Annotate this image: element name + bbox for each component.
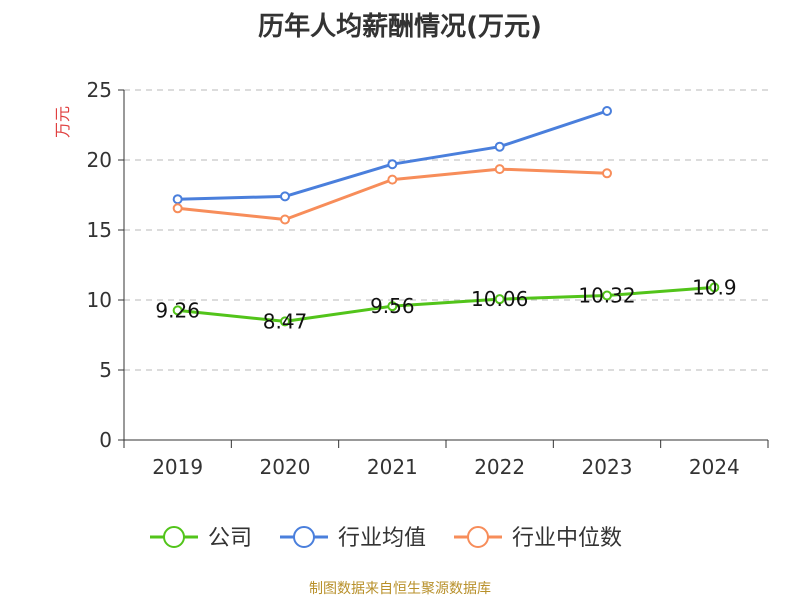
data-point: [172, 305, 183, 316]
legend: 公司 行业均值 行业中位数: [150, 526, 622, 551]
series-lines: [172, 106, 720, 327]
data-point: [494, 164, 505, 175]
data-point: [709, 282, 720, 293]
data-label: 10.06: [471, 287, 528, 311]
y-tick-label: 10: [87, 288, 112, 312]
legend-label: 公司: [208, 526, 252, 551]
legend-marker-icon: [467, 526, 489, 548]
data-point: [602, 106, 612, 116]
x-tick-label: 2022: [474, 455, 525, 479]
data-point: [494, 141, 505, 152]
data-point: [602, 290, 612, 301]
data-point: [602, 168, 612, 179]
x-tick-label: 2020: [260, 455, 311, 479]
y-tick-label: 15: [87, 218, 112, 242]
series-line: [177, 109, 608, 201]
data-point: [387, 301, 398, 312]
data-point: [387, 159, 398, 170]
legend-label: 行业均值: [338, 526, 426, 551]
axes: 0 5 10 15 20 25 万元 2019 2020 2021 2022 2023 2024: [53, 78, 769, 479]
data-point: [387, 174, 398, 185]
data-label: 10.32: [578, 284, 635, 308]
data-label: 9.56: [370, 294, 415, 318]
x-tick-label: 2021: [367, 455, 418, 479]
legend-marker-icon: [293, 526, 315, 548]
y-tick-label: 20: [87, 148, 112, 172]
x-tick-label: 2024: [689, 455, 740, 479]
data-point: [280, 316, 290, 327]
data-labels: 9.26 8.47 9.56 10.06 10.32 10.9: [155, 275, 736, 333]
data-label: 10.9: [692, 275, 737, 299]
legend-label: 行业中位数: [512, 526, 622, 551]
data-point: [280, 191, 290, 202]
y-tick-label: 25: [87, 78, 112, 102]
data-label: 8.47: [263, 309, 308, 333]
data-point: [172, 203, 183, 214]
data-point: [280, 214, 290, 225]
data-point: [172, 194, 183, 205]
x-tick-label: 2019: [152, 455, 203, 479]
chart-title: 历年人均薪酬情况(万元): [258, 12, 542, 42]
legend-marker-icon: [163, 526, 185, 548]
data-point: [494, 294, 505, 305]
series-line: [177, 285, 715, 323]
grid-lines: [124, 89, 768, 371]
data-label: 9.26: [155, 298, 200, 322]
y-axis-title: 万元: [53, 106, 72, 138]
x-tick-label: 2023: [582, 455, 633, 479]
y-tick-label: 0: [99, 428, 112, 452]
source-note: 制图数据来自恒生聚源数据库: [309, 581, 491, 597]
y-tick-label: 5: [99, 358, 112, 382]
